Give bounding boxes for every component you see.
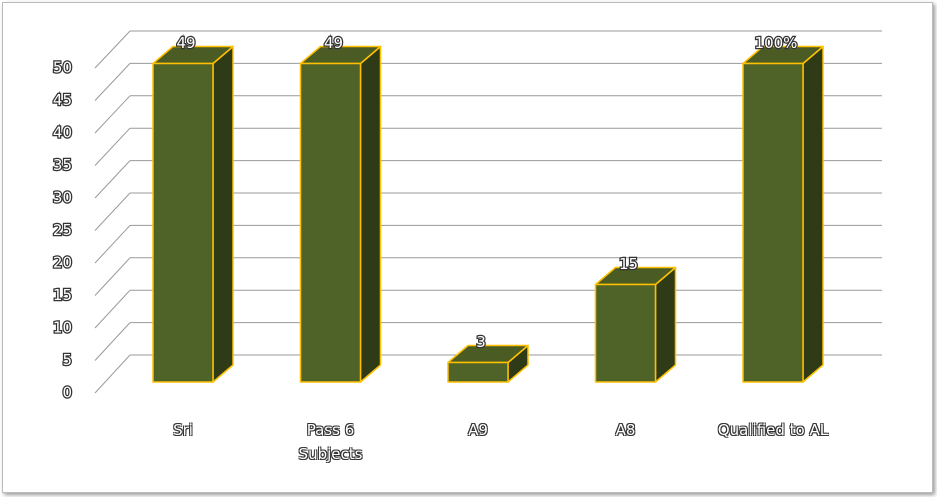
- x-tick-label: A9: [468, 421, 488, 439]
- bar-side: [359, 45, 382, 383]
- bar-side: [654, 266, 677, 383]
- grid-line: [94, 95, 131, 134]
- y-tick-label: 30: [53, 189, 72, 207]
- grid-line: [94, 225, 131, 264]
- x-tick-label: Sri: [173, 421, 193, 439]
- x-tick-label: Pass 6 Subjects: [298, 421, 363, 463]
- bar: [594, 283, 657, 383]
- grid-line: [94, 322, 131, 361]
- value-label: 100%: [755, 34, 798, 52]
- grid-line: [94, 63, 131, 101]
- y-tick-label: 40: [53, 124, 72, 142]
- y-tick-label: 50: [53, 59, 72, 77]
- grid-line: [94, 30, 131, 69]
- bar: [152, 62, 214, 383]
- bar: [299, 62, 362, 383]
- bar-side: [802, 45, 824, 383]
- grid-line: [94, 354, 131, 394]
- grid-line: [94, 257, 131, 296]
- y-tick-label: 35: [53, 156, 72, 174]
- grid-line: [94, 289, 131, 329]
- value-label: 15: [619, 255, 638, 273]
- y-tick-label: 0: [62, 384, 72, 402]
- grid-line: [94, 160, 131, 199]
- grid-line: [94, 127, 131, 166]
- value-label: 3: [476, 333, 486, 351]
- value-label: 49: [324, 34, 343, 52]
- y-tick-label: 5: [62, 351, 72, 369]
- grid-line: [94, 192, 131, 231]
- y-tick-label: 20: [53, 254, 72, 272]
- y-tick-label: 25: [53, 221, 72, 239]
- bar: [742, 62, 804, 383]
- y-tick-label: 15: [53, 286, 72, 304]
- y-tick-label: 45: [53, 91, 72, 109]
- y-tick-label: 10: [53, 319, 72, 337]
- x-tick-label: Qualified to AL: [717, 421, 829, 439]
- bar-side: [212, 45, 234, 383]
- value-label: 49: [176, 34, 195, 52]
- x-tick-label: A8: [615, 421, 636, 439]
- bar: [447, 361, 509, 383]
